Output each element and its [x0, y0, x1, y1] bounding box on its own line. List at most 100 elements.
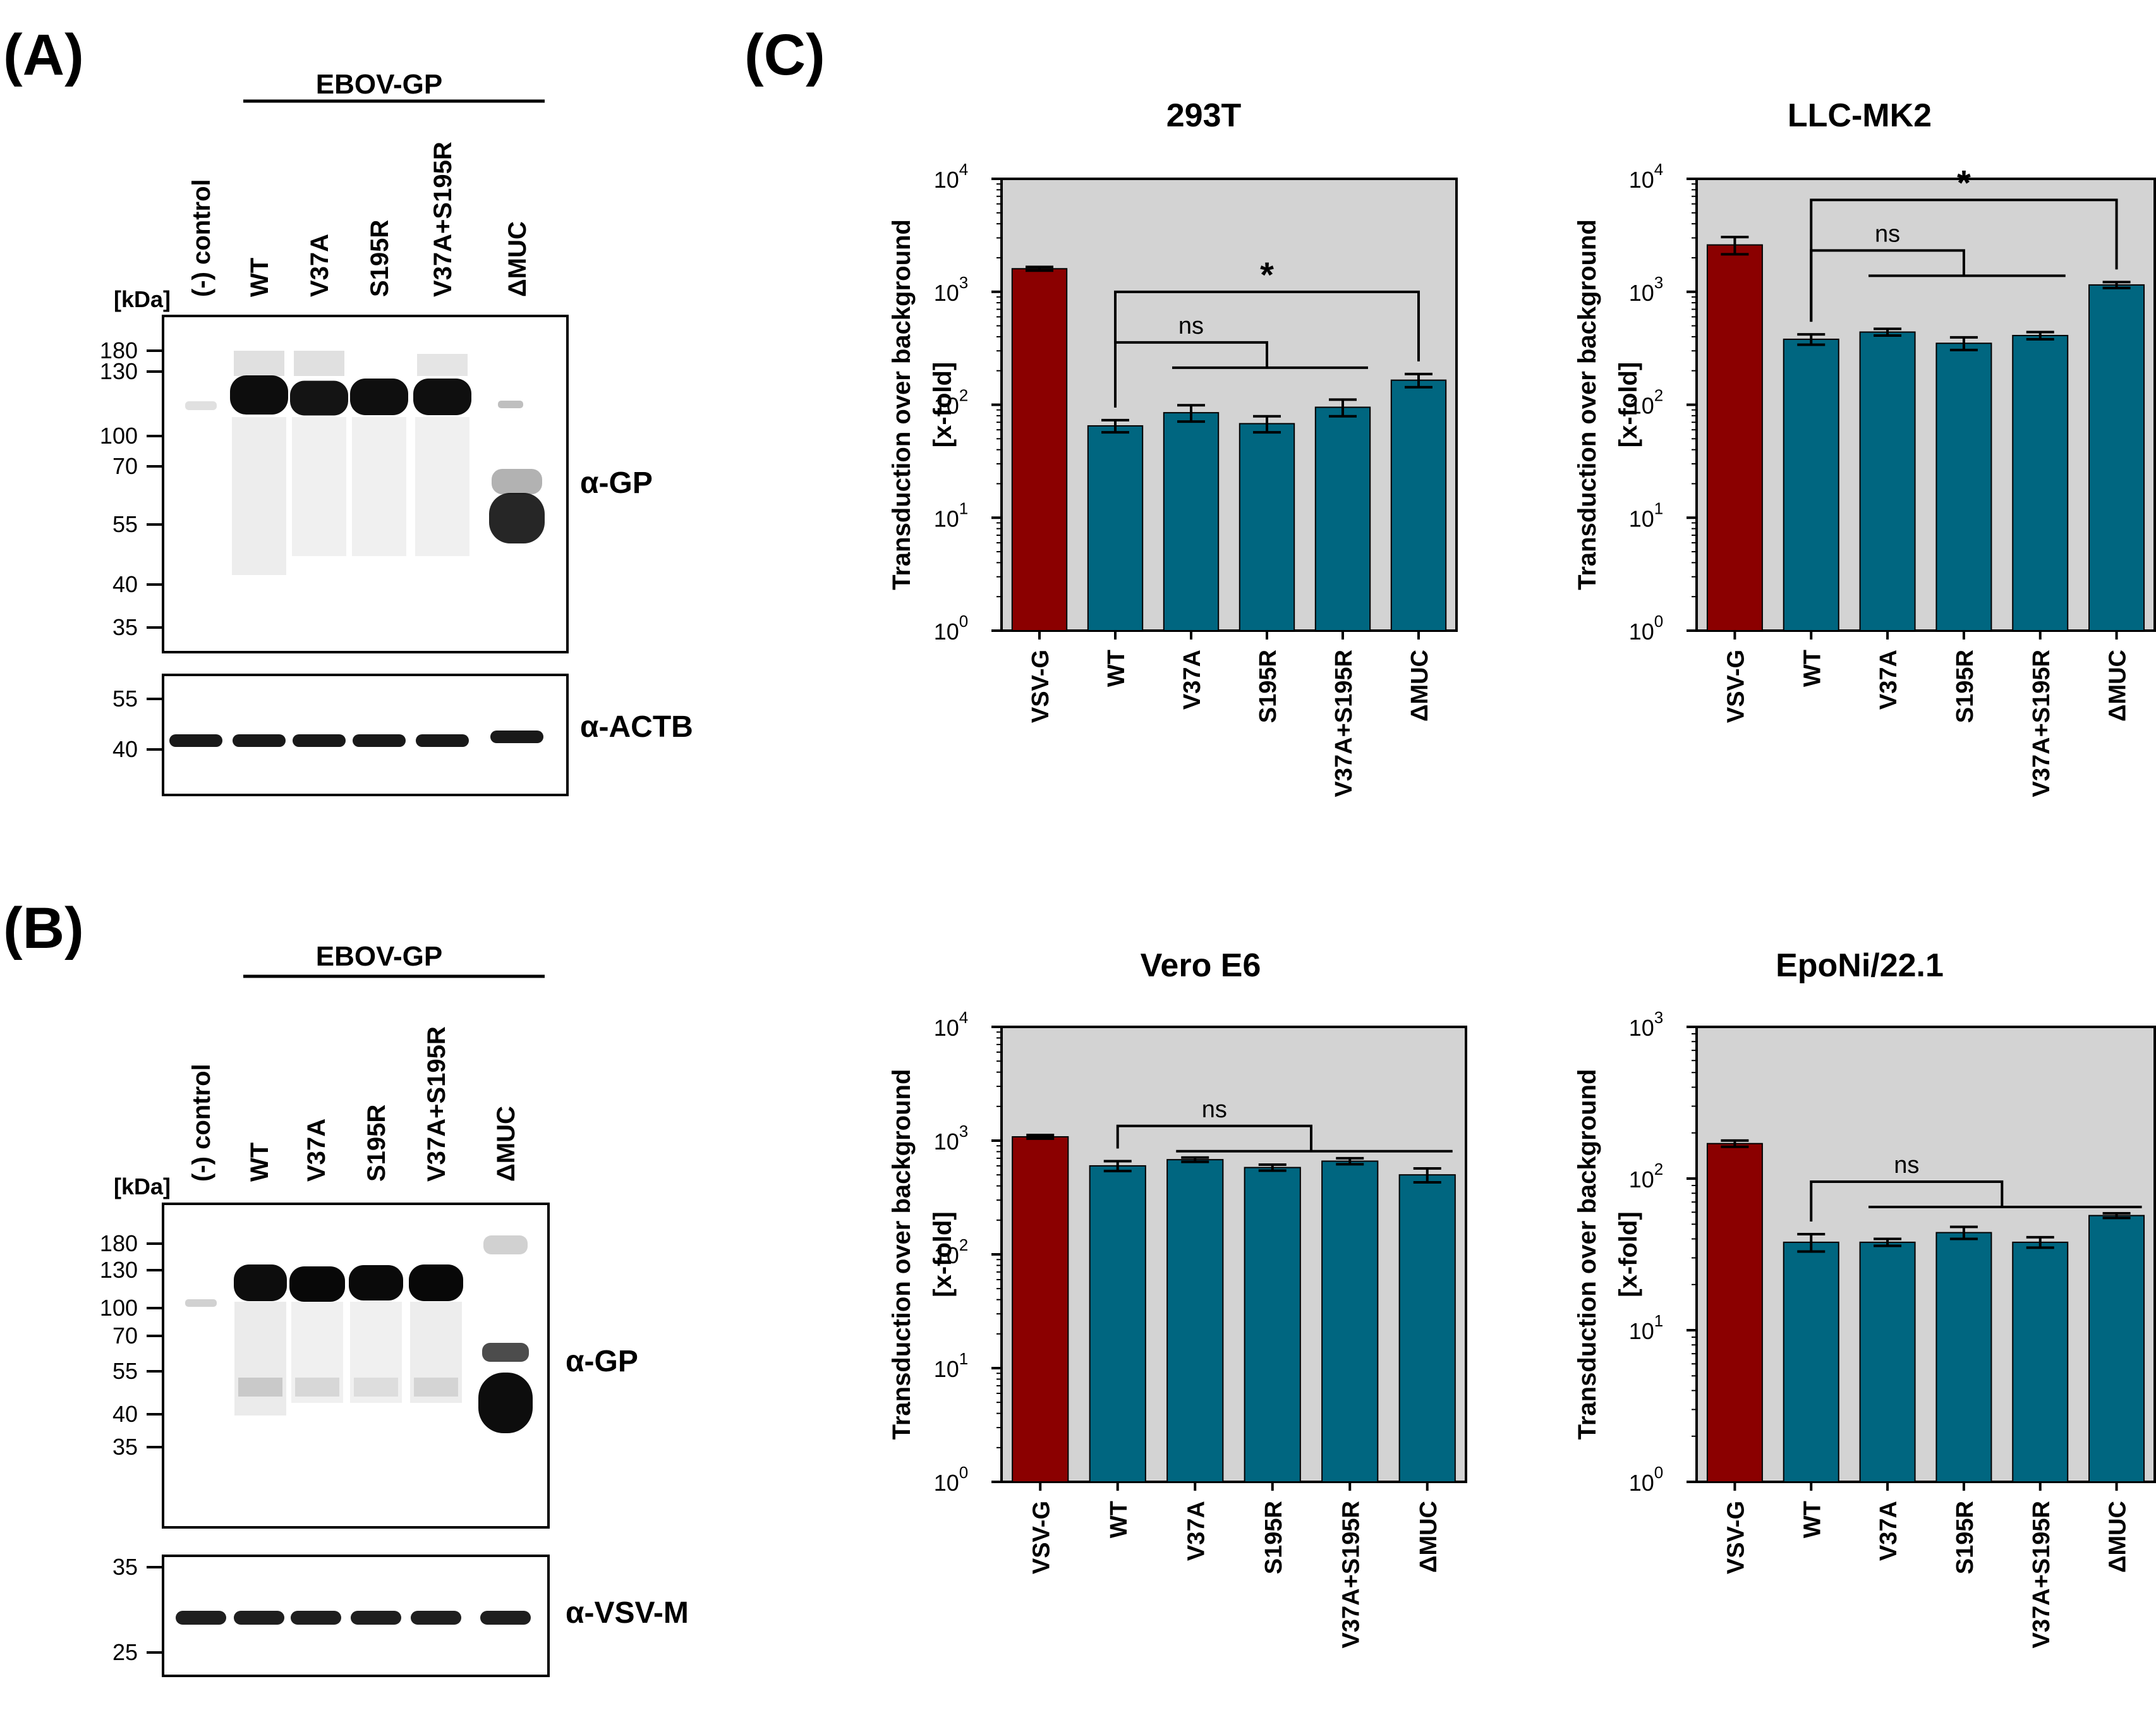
plot-area [1695, 178, 2156, 632]
sig-bracket [1810, 198, 2118, 322]
a-gp-band [185, 401, 217, 410]
panel-a-letter: (A) [3, 23, 84, 87]
a-lane-label: WT [246, 258, 274, 297]
sig-bracket [1810, 1180, 2004, 1222]
b-lane-label: WT [246, 1143, 274, 1182]
y-axis-label-unit: [x-fold] [929, 1211, 957, 1297]
bar [1238, 423, 1295, 631]
y-tick-label: 102 [934, 386, 969, 419]
y-axis-label-unit: [x-fold] [1614, 1211, 1642, 1297]
y-tick-base: 10 [1629, 167, 1654, 193]
a-lane-label: S195R [366, 220, 394, 297]
x-tick-label: S195R [1952, 650, 1978, 723]
a-gp-band [492, 469, 542, 494]
y-tick-label: 101 [934, 1349, 969, 1382]
a-gp-band [290, 380, 348, 416]
y-tick-exponent: 2 [1654, 1160, 1663, 1179]
y-axis-label: Transduction over background [1573, 219, 1601, 590]
y-tick-base: 10 [1629, 1167, 1654, 1192]
y-tick-base: 10 [934, 1356, 959, 1382]
y-tick-label: 101 [1629, 499, 1664, 531]
a-gp-band [489, 493, 545, 543]
chart-293t: 293T Transduction over background [x-fold]… [888, 97, 1458, 797]
y-tick-label: 100 [1629, 612, 1664, 645]
x-tick-label: VSV-G [1028, 1501, 1055, 1574]
b-gp-smear [238, 1378, 282, 1397]
x-tick-label: VSV-G [1027, 650, 1054, 723]
y-axis-label: Transduction over background [888, 1069, 916, 1440]
a-lane-label: V37A+S195R [429, 142, 457, 297]
b-lane-label: ΔMUC [492, 1106, 520, 1182]
y-tick-exponent: 4 [959, 1008, 968, 1027]
b-gp-band [349, 1265, 403, 1301]
a-loading-marker-label: 40 [112, 736, 138, 762]
b-gp-marker-label: 35 [112, 1434, 138, 1460]
bar [1011, 268, 1068, 631]
x-tick-label: ΔMUC [2105, 650, 2131, 722]
y-tick-exponent: 1 [1654, 499, 1663, 518]
y-tick-exponent: 1 [959, 1349, 968, 1368]
bar [1314, 406, 1371, 632]
a-gp-smear [232, 417, 286, 575]
x-tick-label: V37A+S195R [1338, 1501, 1364, 1648]
bar [1321, 1160, 1379, 1482]
y-tick-exponent: 2 [1654, 386, 1663, 405]
y-tick-base: 10 [1629, 1015, 1654, 1041]
panel-b-group-label: EBOV-GP [316, 941, 443, 972]
y-tick-exponent: 0 [959, 612, 968, 631]
bar [1244, 1167, 1301, 1483]
panel-a-gp-blot [162, 315, 569, 653]
y-tick-exponent: 3 [1654, 273, 1663, 292]
bar [1859, 1241, 1916, 1482]
x-tick-label: WT [1106, 1501, 1132, 1538]
panel-b-gp-blot [162, 1203, 550, 1529]
x-tick-label: ΔMUC [1407, 650, 1433, 722]
chart-vero-e6: Vero E6 Transduction over background [x-fo… [888, 947, 1467, 1648]
sig-bracket [1114, 290, 1420, 408]
b-loading-marker-label: 35 [112, 1554, 138, 1580]
y-tick-base: 10 [1629, 1470, 1654, 1496]
panel-a-gp-antibody: α-GP [580, 466, 653, 500]
panel-a-actb-markers: 55 40 [112, 686, 163, 762]
b-loading-band [291, 1611, 341, 1625]
y-axis-label: Transduction over background [888, 219, 916, 590]
panel-b-vsvm-antibody: α-VSV-M [566, 1596, 689, 1630]
x-tick-label: S195R [1255, 650, 1281, 723]
panel-c-charts: (C) 293T Transduction over background [x-f… [744, 23, 2156, 1648]
panel-a-gp-bands [185, 351, 545, 575]
x-tick-label: V37A+S195R [2028, 650, 2055, 797]
a-gp-band [498, 401, 523, 408]
plot-area [1695, 1026, 2156, 1483]
b-gp-band [289, 1266, 345, 1302]
b-lane-label: V37A+S195R [423, 1026, 451, 1182]
bar [2088, 1215, 2145, 1483]
chart-title: LLC-MK2 [1788, 97, 1932, 134]
y-tick-base: 10 [1629, 506, 1654, 531]
a-lane-label: (-) control [188, 179, 215, 297]
bar [1166, 1159, 1224, 1483]
bar [1859, 331, 1916, 631]
bar [1087, 425, 1144, 631]
sig-label: ns [1178, 313, 1204, 339]
x-tick-label: V37A+S195R [1331, 650, 1357, 797]
y-tick-base: 10 [934, 619, 959, 645]
a-gp-marker-label: 180 [100, 337, 138, 363]
a-gp-smear [352, 417, 406, 556]
a-gp-smear [417, 354, 468, 376]
sig-star: * [1260, 255, 1274, 294]
plot-area [1000, 1026, 1467, 1483]
panel-a-actb-bands [169, 731, 543, 747]
sig-label: ns [1202, 1096, 1227, 1123]
b-loading-band [176, 1611, 226, 1625]
y-tick-base: 10 [1629, 393, 1654, 419]
b-gp-marker-label: 180 [100, 1230, 138, 1256]
b-gp-marker-label: 130 [100, 1257, 138, 1283]
panel-a-group-label: EBOV-GP [316, 69, 443, 100]
x-tick-label: ΔMUC [1415, 1501, 1442, 1573]
a-lane-label: V37A [306, 234, 334, 297]
y-tick-exponent: 3 [959, 273, 968, 292]
panel-b-vsvm-markers: 35 25 [112, 1554, 163, 1665]
